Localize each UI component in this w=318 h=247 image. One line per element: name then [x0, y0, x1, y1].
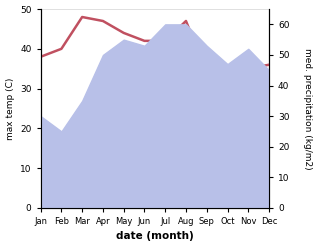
- Y-axis label: max temp (C): max temp (C): [5, 77, 15, 140]
- Y-axis label: med. precipitation (kg/m2): med. precipitation (kg/m2): [303, 48, 313, 169]
- X-axis label: date (month): date (month): [116, 231, 194, 242]
